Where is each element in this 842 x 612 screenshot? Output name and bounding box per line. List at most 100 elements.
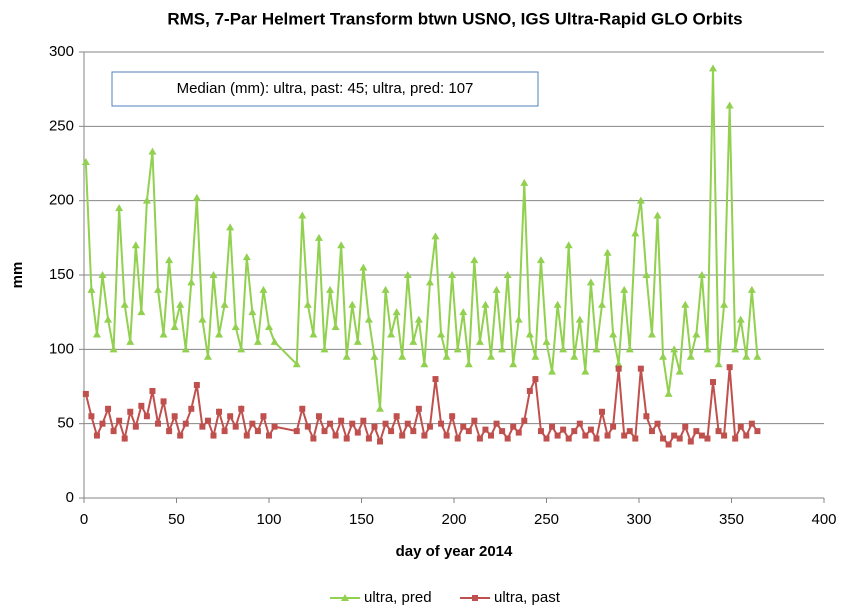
point [188,405,195,412]
legend-label: ultra, past [494,589,561,606]
point [554,432,561,439]
legend-marker [472,595,478,601]
point [182,420,189,427]
point [370,352,379,360]
point [536,256,545,264]
point [460,423,467,430]
point [675,367,684,375]
point [465,428,472,435]
point [681,300,690,308]
point [676,435,683,442]
point [631,229,640,237]
x-tick-label: 300 [626,511,651,528]
point [542,337,551,345]
point [459,308,468,316]
point [443,432,450,439]
point [132,423,139,430]
point [604,432,611,439]
point [487,352,495,360]
point [138,402,145,409]
point [415,405,422,412]
point [198,315,207,323]
point [743,432,750,439]
point [603,248,612,256]
point [193,382,200,389]
point [632,435,639,442]
point [315,413,322,420]
point [737,423,744,430]
point [131,241,140,249]
point [720,300,729,308]
point [471,417,478,424]
point [204,417,211,424]
point [653,211,662,219]
point [692,330,701,338]
point [531,352,540,360]
point [571,428,578,435]
point [742,352,751,360]
point [314,233,323,241]
point [514,315,523,323]
point [753,352,762,360]
point [715,428,722,435]
point [121,435,128,442]
point [93,432,100,439]
point [731,345,740,353]
point [726,364,733,371]
point [177,432,184,439]
y-tick-label: 150 [49,266,74,283]
point [303,300,312,308]
point [115,204,124,212]
point [637,365,644,372]
point [510,423,517,430]
point [609,330,618,338]
point [420,360,429,368]
point [160,398,167,405]
point [266,432,272,439]
point [154,285,162,293]
point [309,330,318,338]
point [220,300,229,308]
point [176,300,185,308]
point [265,323,273,331]
point [648,428,655,435]
legend-marker [341,594,349,601]
point [754,428,761,435]
point [327,420,334,427]
point [464,360,473,368]
point [143,413,150,420]
point [421,432,428,439]
point [537,428,544,435]
x-tick-label: 400 [811,511,836,528]
point [216,408,223,415]
y-tick-label: 200 [49,192,74,209]
point [343,435,350,442]
point [725,101,734,109]
point [665,441,672,448]
point [226,223,235,231]
point [454,435,461,442]
point [388,428,395,435]
point [332,432,339,439]
point [392,308,401,316]
point [371,423,378,430]
point [732,435,739,442]
point [747,285,756,293]
point [171,413,178,420]
point [599,408,605,415]
point [475,337,484,345]
point [165,256,174,264]
point [293,428,300,435]
point [481,300,490,308]
point [499,428,506,435]
point [199,423,206,430]
annotation-box [111,71,539,107]
point [403,271,412,278]
point [203,352,212,360]
point [82,390,89,397]
series [81,64,762,412]
x-tick-label: 0 [80,511,88,528]
point [438,420,445,427]
point [320,345,329,353]
point [560,426,567,433]
